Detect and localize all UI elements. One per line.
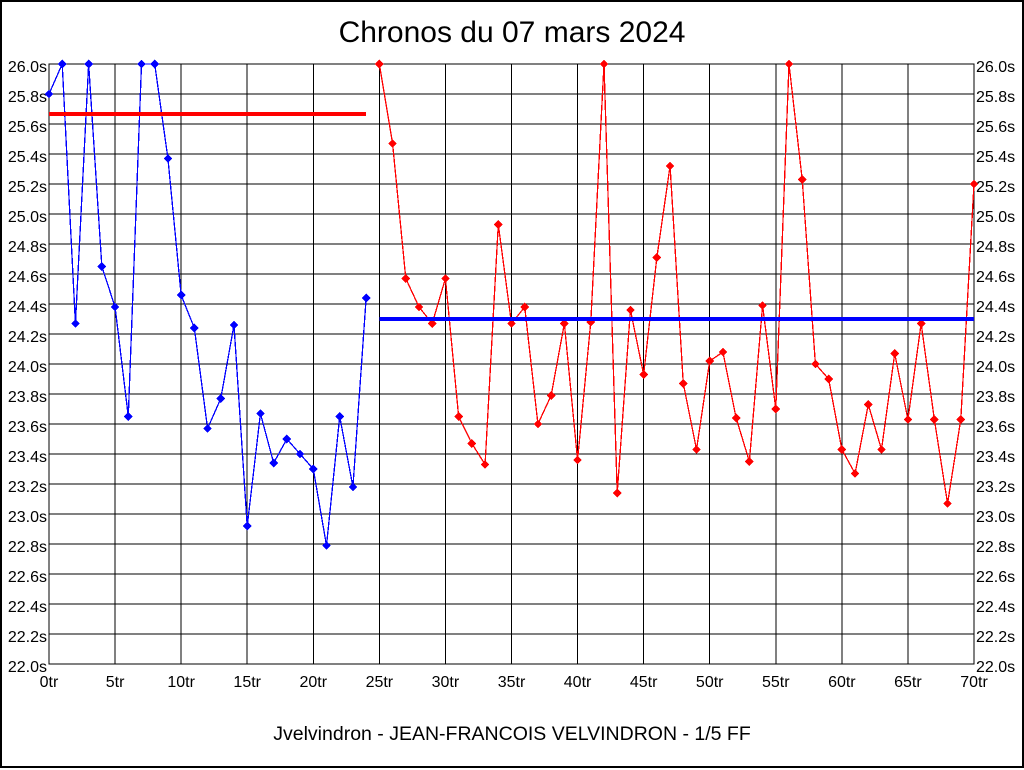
svg-text:23.0s: 23.0s	[976, 509, 1015, 526]
svg-text:45tr: 45tr	[630, 674, 658, 691]
svg-text:22.8s: 22.8s	[976, 539, 1015, 556]
svg-text:24.2s: 24.2s	[976, 329, 1015, 346]
svg-text:60tr: 60tr	[828, 674, 856, 691]
svg-text:23.4s: 23.4s	[8, 449, 47, 466]
svg-text:25.4s: 25.4s	[976, 149, 1015, 166]
svg-text:25.8s: 25.8s	[976, 89, 1015, 106]
svg-text:25.8s: 25.8s	[8, 89, 47, 106]
svg-text:24.8s: 24.8s	[976, 239, 1015, 256]
svg-text:35tr: 35tr	[498, 674, 526, 691]
svg-text:25.2s: 25.2s	[976, 179, 1015, 196]
svg-text:23.0s: 23.0s	[8, 509, 47, 526]
svg-text:25.6s: 25.6s	[8, 119, 47, 136]
svg-text:22.2s: 22.2s	[976, 629, 1015, 646]
svg-text:25tr: 25tr	[366, 674, 394, 691]
svg-text:55tr: 55tr	[762, 674, 790, 691]
svg-text:22.4s: 22.4s	[976, 599, 1015, 616]
svg-text:22.6s: 22.6s	[976, 569, 1015, 586]
svg-text:25.4s: 25.4s	[8, 149, 47, 166]
svg-text:24.4s: 24.4s	[976, 299, 1015, 316]
svg-text:10tr: 10tr	[167, 674, 195, 691]
svg-text:22.8s: 22.8s	[8, 539, 47, 556]
svg-text:22.6s: 22.6s	[8, 569, 47, 586]
svg-text:25.6s: 25.6s	[976, 119, 1015, 136]
svg-text:65tr: 65tr	[894, 674, 922, 691]
svg-text:26.0s: 26.0s	[8, 59, 47, 76]
svg-text:23.8s: 23.8s	[8, 389, 47, 406]
svg-text:23.2s: 23.2s	[8, 479, 47, 496]
svg-text:5tr: 5tr	[106, 674, 125, 691]
svg-text:15tr: 15tr	[233, 674, 261, 691]
svg-text:24.6s: 24.6s	[8, 269, 47, 286]
svg-text:50tr: 50tr	[696, 674, 724, 691]
svg-text:23.8s: 23.8s	[976, 389, 1015, 406]
svg-text:24.2s: 24.2s	[8, 329, 47, 346]
svg-text:24.0s: 24.0s	[976, 359, 1015, 376]
svg-text:40tr: 40tr	[564, 674, 592, 691]
svg-text:23.6s: 23.6s	[8, 419, 47, 436]
svg-text:24.6s: 24.6s	[976, 269, 1015, 286]
svg-text:23.4s: 23.4s	[976, 449, 1015, 466]
svg-text:26.0s: 26.0s	[976, 59, 1015, 76]
svg-text:24.4s: 24.4s	[8, 299, 47, 316]
svg-text:22.4s: 22.4s	[8, 599, 47, 616]
svg-text:25.0s: 25.0s	[976, 209, 1015, 226]
svg-text:24.8s: 24.8s	[8, 239, 47, 256]
svg-text:25.0s: 25.0s	[8, 209, 47, 226]
svg-text:23.6s: 23.6s	[976, 419, 1015, 436]
svg-text:30tr: 30tr	[432, 674, 460, 691]
svg-text:25.2s: 25.2s	[8, 179, 47, 196]
svg-text:70tr: 70tr	[960, 674, 988, 691]
svg-text:22.2s: 22.2s	[8, 629, 47, 646]
svg-text:23.2s: 23.2s	[976, 479, 1015, 496]
svg-text:0tr: 0tr	[40, 674, 59, 691]
svg-text:24.0s: 24.0s	[8, 359, 47, 376]
svg-text:20tr: 20tr	[299, 674, 327, 691]
